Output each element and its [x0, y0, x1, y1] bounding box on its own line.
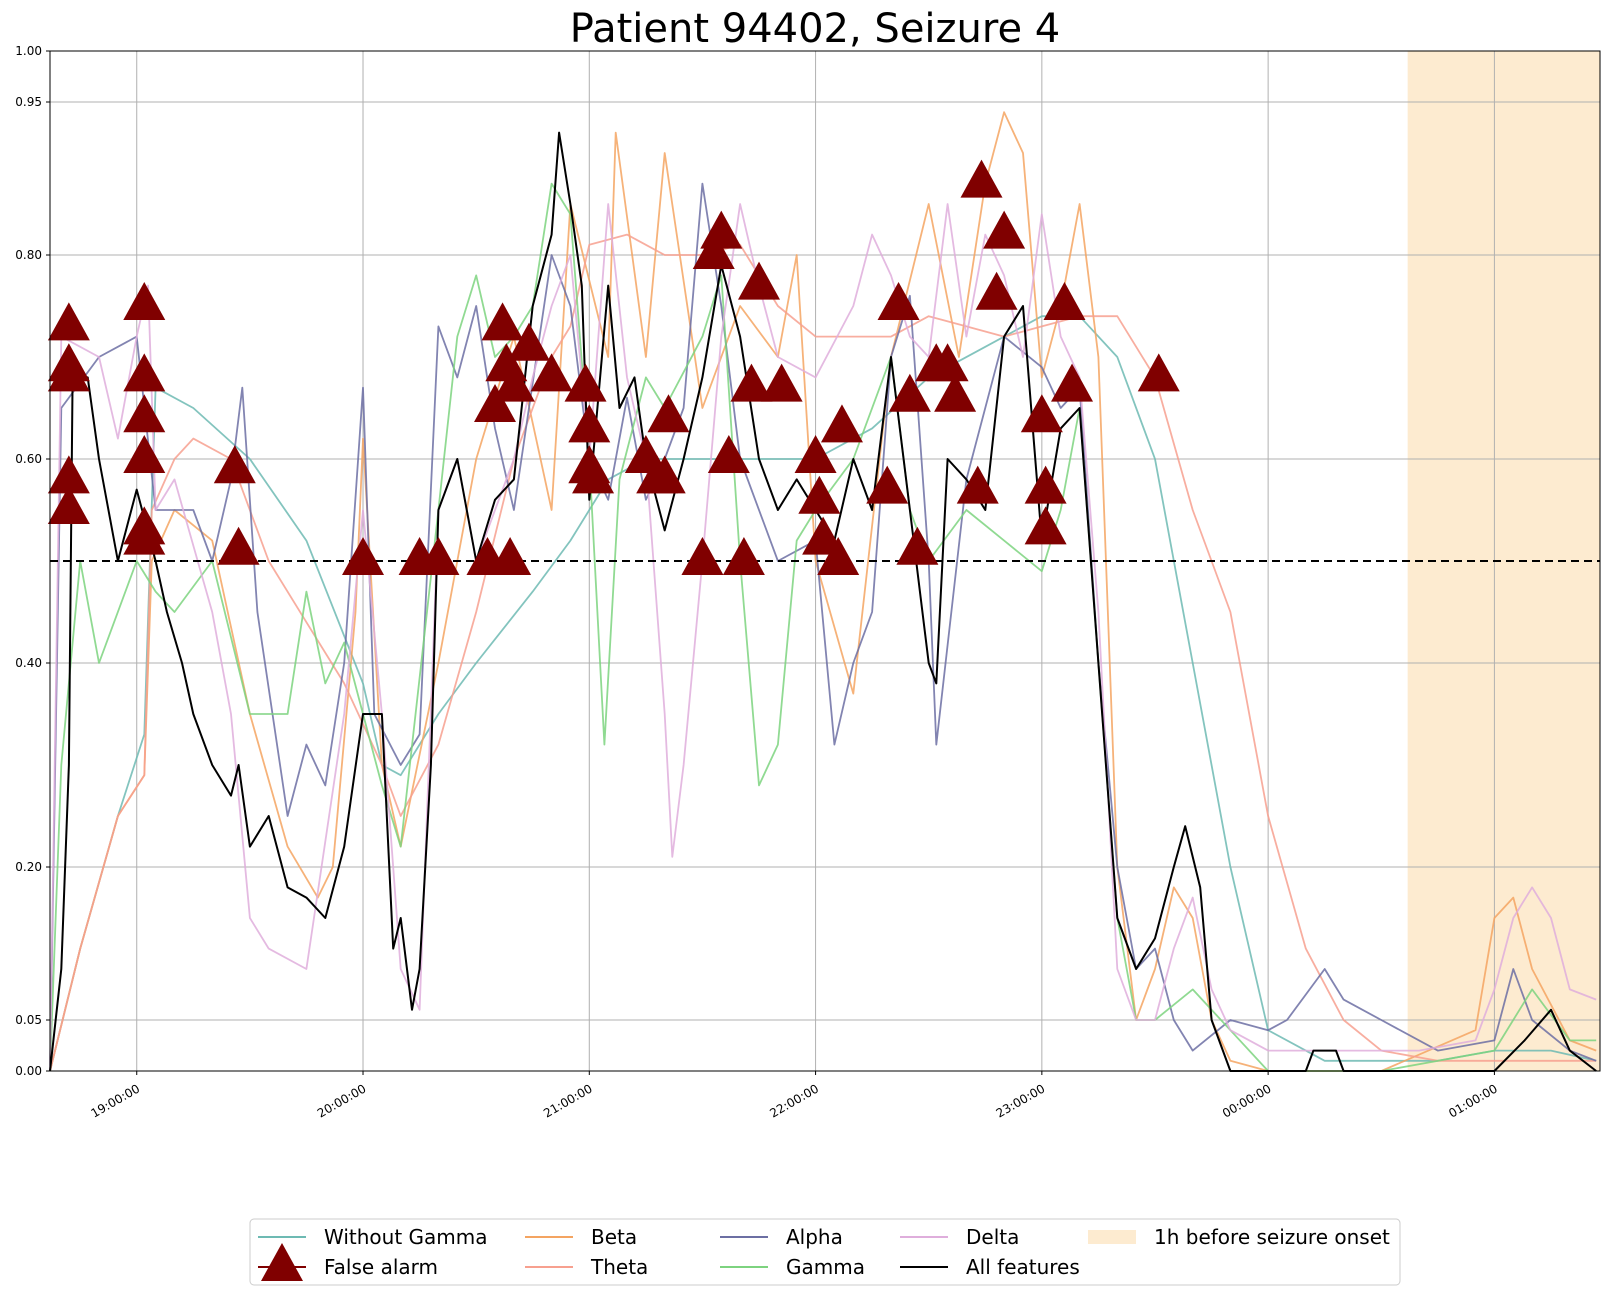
- false-alarm-marker: [572, 455, 615, 494]
- false-alarm-marker: [213, 445, 256, 484]
- legend-label-without-gamma: Without Gamma: [324, 1225, 488, 1249]
- false-alarm-marker: [1137, 353, 1180, 392]
- legend-label-beta: Beta: [591, 1225, 637, 1249]
- false-alarm-marker: [722, 537, 765, 575]
- false-alarm-marker: [983, 210, 1026, 249]
- false-alarm-marker: [700, 210, 743, 249]
- false-alarm-marker: [926, 343, 969, 382]
- false-alarm-marker: [47, 353, 90, 392]
- legend-label-all-features: All features: [966, 1255, 1080, 1279]
- false-alarm-marker: [568, 404, 611, 443]
- false-alarm-marker: [888, 373, 931, 412]
- y-tick-label: 0.00: [15, 1064, 42, 1078]
- false-alarm-marker: [647, 394, 690, 433]
- false-alarm-marker: [643, 455, 686, 494]
- false-alarm-marker: [47, 302, 90, 341]
- legend-label-gamma: Gamma: [786, 1255, 865, 1279]
- false-alarm-marker: [564, 363, 607, 402]
- y-tick-label: 0.60: [15, 452, 42, 466]
- pre-seizure-shaded-region: [1407, 51, 1600, 1071]
- legend-label-delta: Delta: [966, 1225, 1019, 1249]
- false-alarm-marker: [47, 486, 90, 524]
- legend-swatch-1h-before-seizure-onset: [1088, 1230, 1136, 1244]
- false-alarm-marker: [820, 404, 863, 443]
- y-tick-label: 0.05: [15, 1013, 42, 1027]
- chart-title: Patient 94402, Seizure 4: [570, 6, 1060, 52]
- false-alarm-marker: [1020, 394, 1063, 433]
- false-alarm-marker: [481, 302, 524, 341]
- false-alarm-marker: [1043, 282, 1086, 320]
- false-alarm-marker: [123, 353, 166, 392]
- false-alarm-marker: [217, 526, 260, 565]
- legend-swatch-false-alarm: [261, 1243, 303, 1281]
- legend-label-1h-before-seizure-onset: 1h before seizure onset: [1154, 1225, 1390, 1249]
- y-tick-label: 0.20: [15, 860, 42, 874]
- false-alarm-markers: [47, 159, 1180, 575]
- false-alarm-marker: [474, 384, 517, 422]
- false-alarm-marker: [760, 363, 803, 402]
- false-alarm-marker: [956, 465, 999, 504]
- false-alarm-marker: [123, 435, 166, 473]
- false-alarm-marker: [802, 516, 845, 555]
- false-alarm-marker: [47, 455, 90, 494]
- false-alarm-marker: [975, 271, 1018, 310]
- y-tick-label: 0.80: [15, 248, 42, 262]
- legend: Without Gamma False alarm Beta Theta Alpha Ga…: [249, 1218, 1401, 1286]
- false-alarm-marker: [417, 537, 460, 575]
- false-alarm-marker: [1051, 363, 1094, 402]
- false-alarm-marker: [492, 363, 535, 402]
- series-line-alpha: [49, 182, 1597, 1072]
- shaded-region-layer: [1407, 51, 1600, 1071]
- false-alarm-marker: [866, 465, 909, 504]
- false-alarm-marker: [489, 537, 532, 575]
- false-alarm-marker: [342, 537, 385, 575]
- false-alarm-marker: [738, 261, 781, 300]
- false-alarm-marker: [960, 159, 1003, 198]
- false-alarm-marker: [123, 282, 166, 320]
- false-alarm-marker: [530, 353, 573, 392]
- false-alarm-marker: [934, 373, 977, 412]
- false-alarm-marker: [730, 363, 773, 402]
- legend-label-theta: Theta: [590, 1255, 648, 1279]
- false-alarm-marker: [1024, 506, 1067, 545]
- false-alarm-marker: [877, 282, 920, 320]
- false-alarm-marker: [794, 435, 837, 473]
- false-alarm-marker: [707, 435, 750, 473]
- legend-label-alpha: Alpha: [786, 1225, 843, 1249]
- false-alarm-marker: [692, 231, 735, 269]
- false-alarm-marker: [123, 516, 166, 555]
- y-tick-label: 0.95: [15, 95, 42, 109]
- plot-frame: [49, 50, 1601, 1072]
- legend-label-false-alarm: False alarm: [324, 1255, 438, 1279]
- false-alarm-marker: [896, 526, 939, 565]
- false-alarm-marker: [507, 322, 550, 361]
- false-alarm-marker: [123, 394, 166, 433]
- y-tick-label: 0.40: [15, 656, 42, 670]
- y-tick-label: 1.00: [15, 44, 42, 58]
- false-alarm-marker: [817, 537, 860, 575]
- series-line-delta: [49, 203, 1597, 1072]
- false-alarm-marker: [798, 475, 841, 514]
- false-alarm-marker: [681, 537, 724, 575]
- false-alarm-marker: [1024, 465, 1067, 504]
